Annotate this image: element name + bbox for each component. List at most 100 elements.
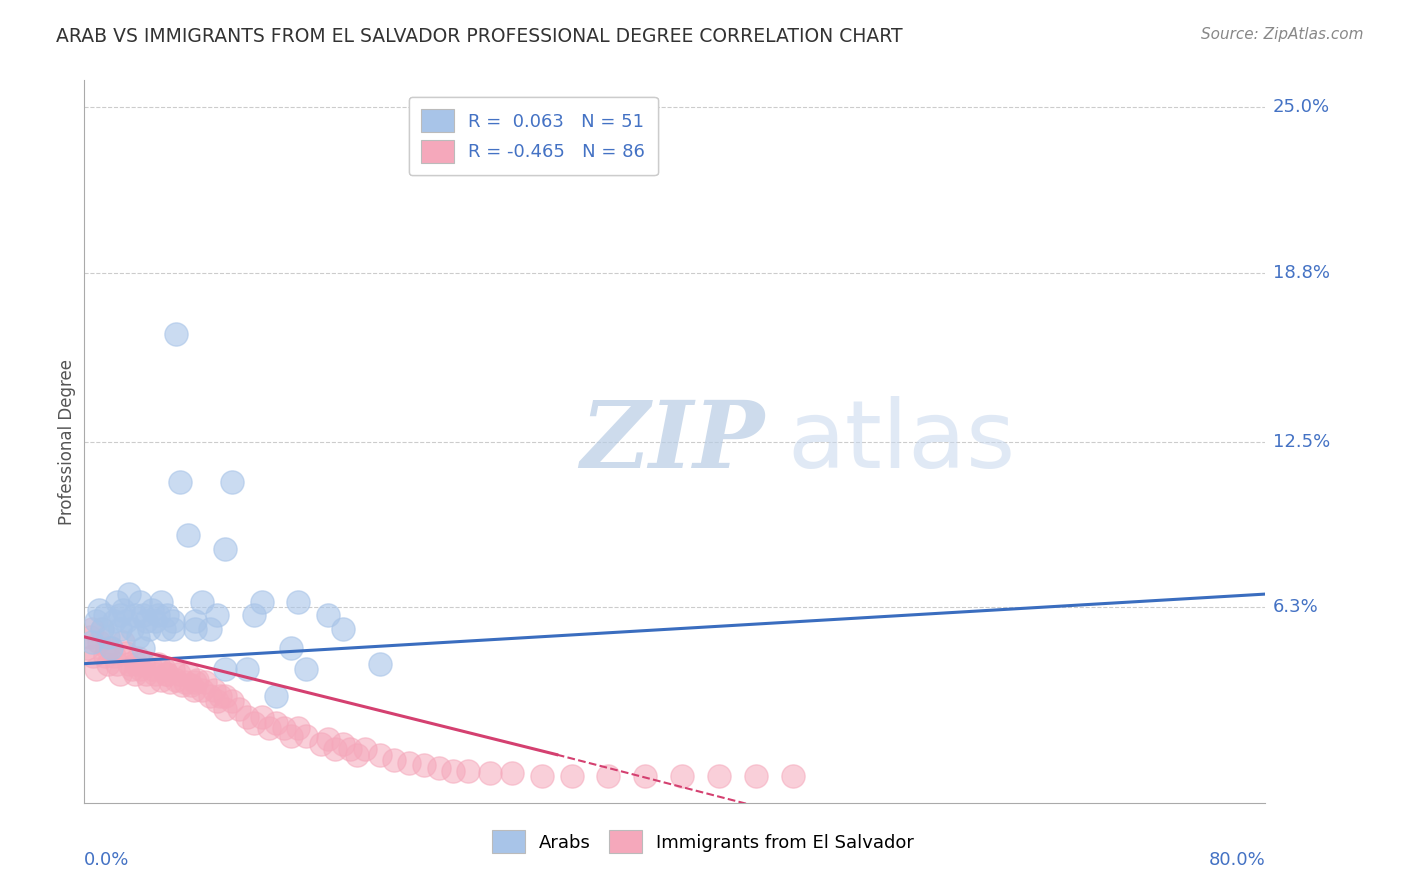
- Y-axis label: Professional Degree: Professional Degree: [58, 359, 76, 524]
- Point: [191, 683, 214, 698]
- Point: [162, 622, 184, 636]
- Point: [183, 683, 205, 698]
- Point: [127, 630, 149, 644]
- Point: [138, 622, 160, 636]
- Point: [745, 769, 768, 783]
- Point: [114, 614, 136, 628]
- Point: [273, 721, 295, 735]
- Point: [198, 689, 221, 703]
- Point: [138, 675, 160, 690]
- Text: 0.0%: 0.0%: [84, 851, 129, 869]
- Point: [105, 657, 128, 671]
- Point: [84, 614, 107, 628]
- Point: [79, 630, 101, 644]
- Point: [162, 662, 184, 676]
- Point: [198, 622, 221, 636]
- Point: [309, 737, 332, 751]
- Point: [177, 667, 200, 681]
- Point: [169, 475, 191, 489]
- Point: [170, 678, 193, 692]
- Point: [159, 675, 181, 690]
- Point: [339, 742, 361, 756]
- Text: 18.8%: 18.8%: [1272, 264, 1330, 282]
- Point: [91, 622, 114, 636]
- Point: [214, 702, 236, 716]
- Point: [91, 622, 114, 636]
- Point: [108, 667, 131, 681]
- Point: [87, 603, 111, 617]
- Point: [135, 614, 157, 628]
- Point: [148, 608, 170, 623]
- Point: [287, 595, 309, 609]
- Legend: R =  0.063   N = 51, R = -0.465   N = 86: R = 0.063 N = 51, R = -0.465 N = 86: [409, 96, 658, 176]
- Point: [250, 595, 273, 609]
- Point: [129, 595, 152, 609]
- Point: [316, 731, 339, 746]
- Point: [103, 614, 125, 628]
- Point: [87, 635, 111, 649]
- Point: [209, 689, 232, 703]
- Point: [167, 667, 190, 681]
- Point: [332, 737, 354, 751]
- Point: [368, 657, 391, 671]
- Point: [180, 678, 202, 692]
- Point: [443, 764, 465, 778]
- Text: ZIP: ZIP: [581, 397, 765, 486]
- Point: [782, 769, 804, 783]
- Point: [150, 673, 173, 687]
- Point: [100, 640, 122, 655]
- Point: [316, 608, 339, 623]
- Point: [531, 769, 554, 783]
- Point: [634, 769, 657, 783]
- Point: [132, 608, 155, 623]
- Point: [236, 710, 259, 724]
- Text: Source: ZipAtlas.com: Source: ZipAtlas.com: [1201, 27, 1364, 42]
- Point: [153, 662, 176, 676]
- Point: [150, 595, 173, 609]
- Point: [214, 662, 236, 676]
- Point: [121, 622, 143, 636]
- Point: [103, 648, 125, 663]
- Point: [561, 769, 583, 783]
- Point: [135, 667, 157, 681]
- Point: [156, 667, 179, 681]
- Legend: Arabs, Immigrants from El Salvador: Arabs, Immigrants from El Salvador: [485, 823, 921, 861]
- Point: [132, 657, 155, 671]
- Point: [111, 635, 134, 649]
- Point: [141, 603, 163, 617]
- Point: [124, 608, 146, 623]
- Point: [155, 667, 177, 681]
- Point: [194, 675, 217, 690]
- Point: [598, 769, 620, 783]
- Point: [221, 694, 243, 708]
- Text: 6.3%: 6.3%: [1272, 599, 1319, 616]
- Point: [243, 608, 266, 623]
- Point: [257, 721, 280, 735]
- Point: [94, 608, 117, 623]
- Point: [207, 694, 229, 708]
- Point: [671, 769, 693, 783]
- Point: [709, 769, 731, 783]
- Point: [143, 614, 166, 628]
- Text: 80.0%: 80.0%: [1209, 851, 1265, 869]
- Point: [129, 662, 152, 676]
- Point: [80, 622, 103, 636]
- Point: [295, 662, 318, 676]
- Text: atlas: atlas: [787, 395, 1015, 488]
- Point: [325, 742, 347, 756]
- Point: [153, 622, 176, 636]
- Point: [228, 702, 250, 716]
- Point: [214, 689, 236, 703]
- Point: [413, 758, 436, 772]
- Point: [280, 729, 302, 743]
- Point: [354, 742, 377, 756]
- Point: [84, 662, 107, 676]
- Point: [266, 689, 288, 703]
- Point: [184, 614, 207, 628]
- Point: [243, 715, 266, 730]
- Point: [94, 648, 117, 663]
- Point: [100, 640, 122, 655]
- Point: [295, 729, 318, 743]
- Point: [125, 657, 148, 671]
- Point: [207, 608, 229, 623]
